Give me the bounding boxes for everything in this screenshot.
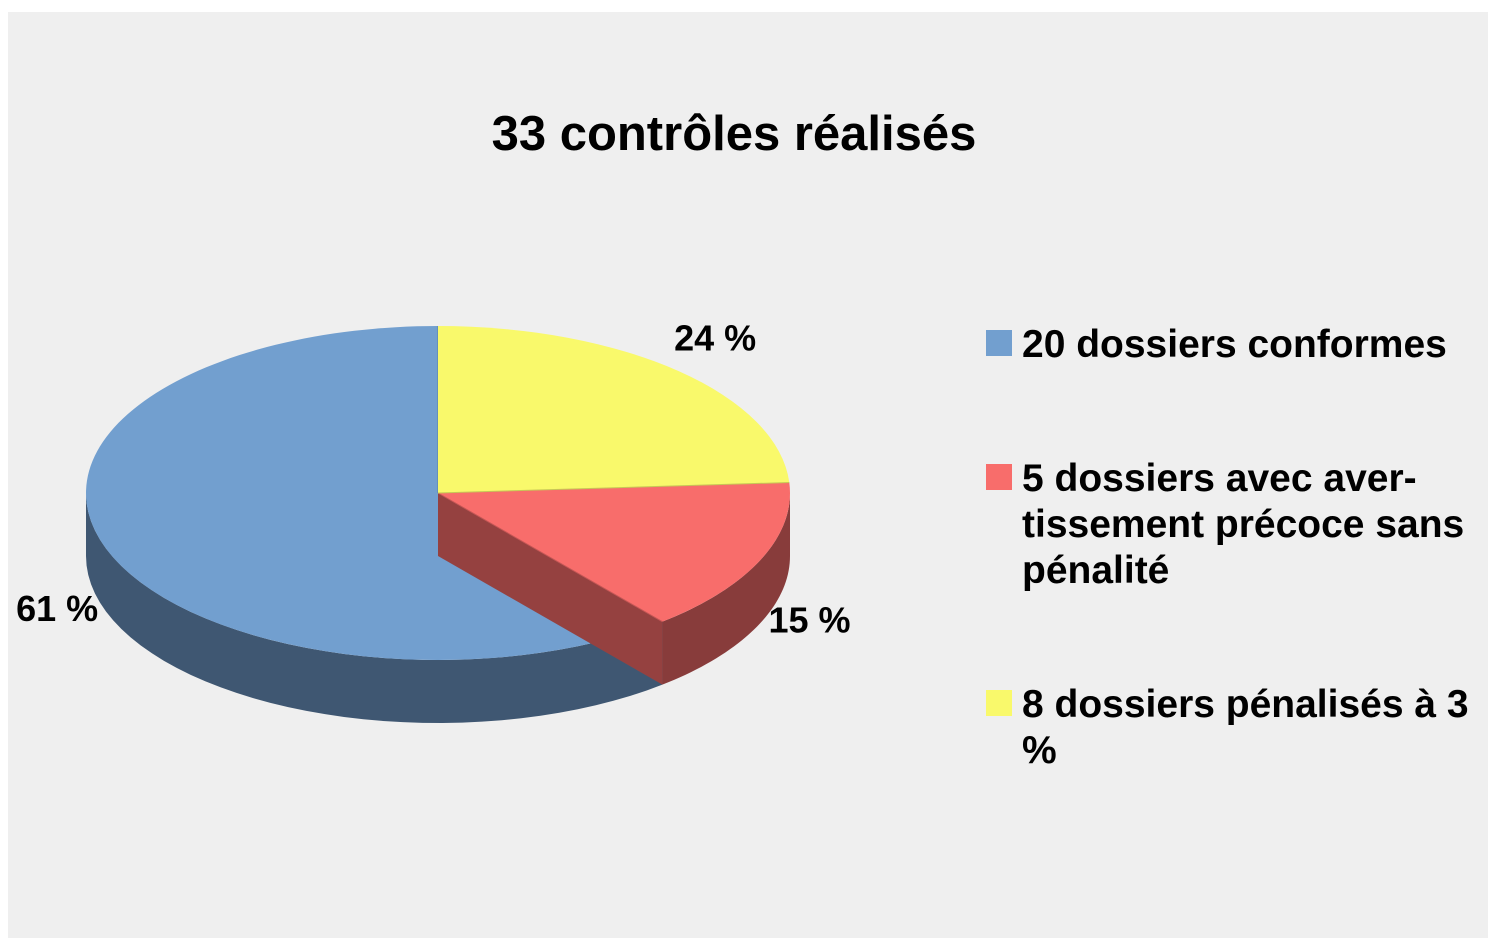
pie-slice (437, 326, 790, 494)
legend-label: 5 dossiers avec aver-tissement précoce s… (1022, 457, 1465, 592)
legend-swatch (986, 690, 1012, 716)
pie-slice (437, 482, 790, 685)
legend-label: 20 dossiers conformes (1022, 323, 1447, 366)
chart-title: 33 contrôles réalisés (492, 107, 977, 161)
data-label: 24 % (674, 318, 756, 359)
legend-swatch (986, 464, 1012, 490)
legend-label: 8 dossiers pénalisés à 3 % (1022, 683, 1469, 772)
data-label: 15 % (768, 599, 850, 640)
legend-swatch (986, 330, 1012, 356)
data-label: 61 % (16, 588, 98, 629)
